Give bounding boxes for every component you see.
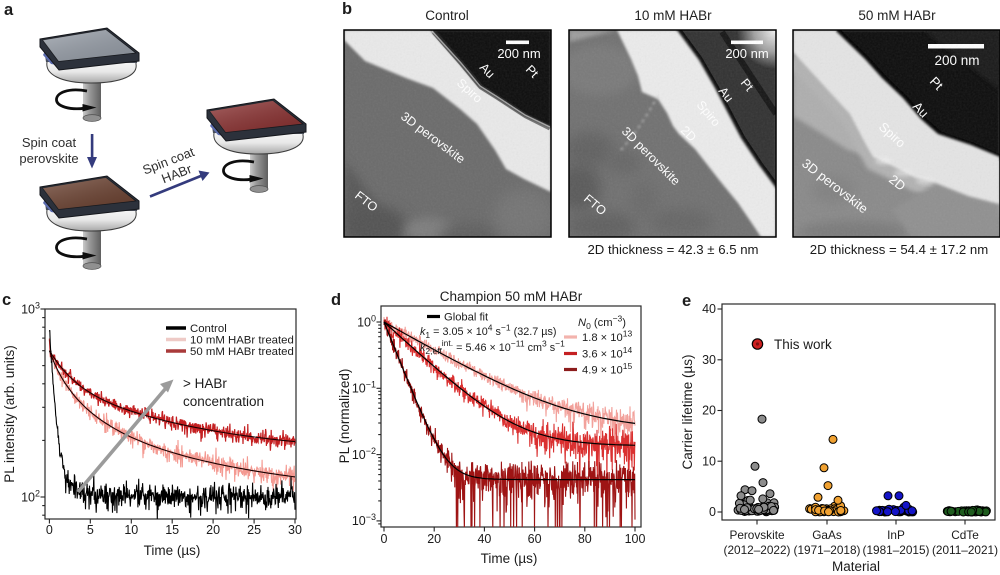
svg-text:Time (µs): Time (µs) bbox=[144, 543, 201, 558]
svg-text:c: c bbox=[2, 291, 11, 309]
svg-text:Perovskite: Perovskite bbox=[729, 528, 785, 542]
svg-text:(1981–2015): (1981–2015) bbox=[863, 543, 930, 557]
svg-text:102: 102 bbox=[21, 489, 40, 505]
svg-text:(2011–2021): (2011–2021) bbox=[932, 543, 998, 557]
svg-text:10: 10 bbox=[702, 454, 716, 468]
svg-text:100: 100 bbox=[357, 314, 376, 330]
svg-text:Carrier lifetime (µs): Carrier lifetime (µs) bbox=[680, 354, 695, 469]
svg-text:Time (µs): Time (µs) bbox=[481, 551, 538, 566]
svg-text:4.9 × 1015: 4.9 × 1015 bbox=[582, 361, 632, 377]
svg-text:3.6 × 1014: 3.6 × 1014 bbox=[582, 345, 632, 361]
svg-text:10 mM HABr: 10 mM HABr bbox=[634, 8, 712, 23]
svg-text:20: 20 bbox=[702, 404, 716, 418]
svg-text:(2012–2022): (2012–2022) bbox=[724, 543, 791, 557]
svg-text:d: d bbox=[331, 291, 341, 309]
svg-text:80: 80 bbox=[578, 532, 592, 546]
svg-text:CdTe: CdTe bbox=[951, 528, 979, 542]
svg-text:PL (normalized): PL (normalized) bbox=[337, 369, 352, 464]
svg-text:10 mM HABr treated: 10 mM HABr treated bbox=[190, 335, 294, 347]
svg-text:10−3: 10−3 bbox=[352, 512, 376, 528]
svg-text:This work: This work bbox=[774, 337, 832, 352]
svg-text:15: 15 bbox=[165, 523, 179, 537]
svg-text:perovskite: perovskite bbox=[19, 151, 78, 166]
svg-text:(1971–2018): (1971–2018) bbox=[794, 543, 861, 557]
svg-text:0: 0 bbox=[381, 532, 388, 546]
svg-text:b: b bbox=[342, 0, 352, 18]
svg-text:Control: Control bbox=[425, 8, 469, 23]
svg-text:Material: Material bbox=[832, 559, 880, 574]
svg-text:> HABr: > HABr bbox=[183, 376, 227, 391]
svg-text:10−1: 10−1 bbox=[352, 380, 376, 396]
svg-text:0: 0 bbox=[709, 505, 716, 519]
svg-text:InP: InP bbox=[887, 528, 905, 542]
svg-text:k1 = 3.05 × 104 s−1 (32.7 µs): k1 = 3.05 × 104 s−1 (32.7 µs) bbox=[420, 323, 556, 341]
svg-text:Control: Control bbox=[190, 323, 227, 335]
svg-text:60: 60 bbox=[528, 532, 542, 546]
svg-text:5: 5 bbox=[87, 523, 94, 537]
svg-text:10: 10 bbox=[124, 523, 138, 537]
svg-text:e: e bbox=[682, 292, 691, 310]
svg-text:103: 103 bbox=[21, 301, 40, 317]
svg-text:0: 0 bbox=[46, 523, 53, 537]
svg-text:40: 40 bbox=[702, 302, 716, 316]
svg-text:40: 40 bbox=[477, 532, 491, 546]
svg-text:50 mM HABr: 50 mM HABr bbox=[858, 8, 936, 23]
svg-text:30: 30 bbox=[702, 353, 716, 367]
svg-text:N0 (cm−3): N0 (cm−3) bbox=[578, 314, 626, 332]
svg-text:Global fit: Global fit bbox=[444, 312, 489, 324]
svg-text:10−2: 10−2 bbox=[352, 446, 376, 462]
svg-text:1.8 × 1013: 1.8 × 1013 bbox=[582, 329, 632, 345]
svg-text:20: 20 bbox=[427, 532, 441, 546]
svg-text:GaAs: GaAs bbox=[812, 528, 842, 542]
svg-text:concentration: concentration bbox=[183, 394, 264, 409]
svg-text:100: 100 bbox=[625, 532, 646, 546]
svg-text:2D thickness = 54.4 ± 17.2 nm: 2D thickness = 54.4 ± 17.2 nm bbox=[810, 242, 988, 257]
svg-text:Spin coat: Spin coat bbox=[22, 135, 77, 150]
svg-text:50 mM HABr treated: 50 mM HABr treated bbox=[190, 346, 294, 358]
svg-text:PL intensity (arb. units): PL intensity (arb. units) bbox=[2, 345, 17, 483]
svg-text:20: 20 bbox=[206, 523, 220, 537]
svg-text:2D thickness = 42.3 ± 6.5 nm: 2D thickness = 42.3 ± 6.5 nm bbox=[587, 242, 758, 257]
svg-text:30: 30 bbox=[288, 523, 302, 537]
svg-text:k2,effint. = 5.46 × 10−11 cm3: k2,effint. = 5.46 × 10−11 cm3 s−1 bbox=[420, 338, 565, 356]
svg-text:Champion 50 mM HABr: Champion 50 mM HABr bbox=[440, 289, 583, 304]
svg-text:a: a bbox=[4, 1, 14, 19]
svg-text:25: 25 bbox=[247, 523, 261, 537]
